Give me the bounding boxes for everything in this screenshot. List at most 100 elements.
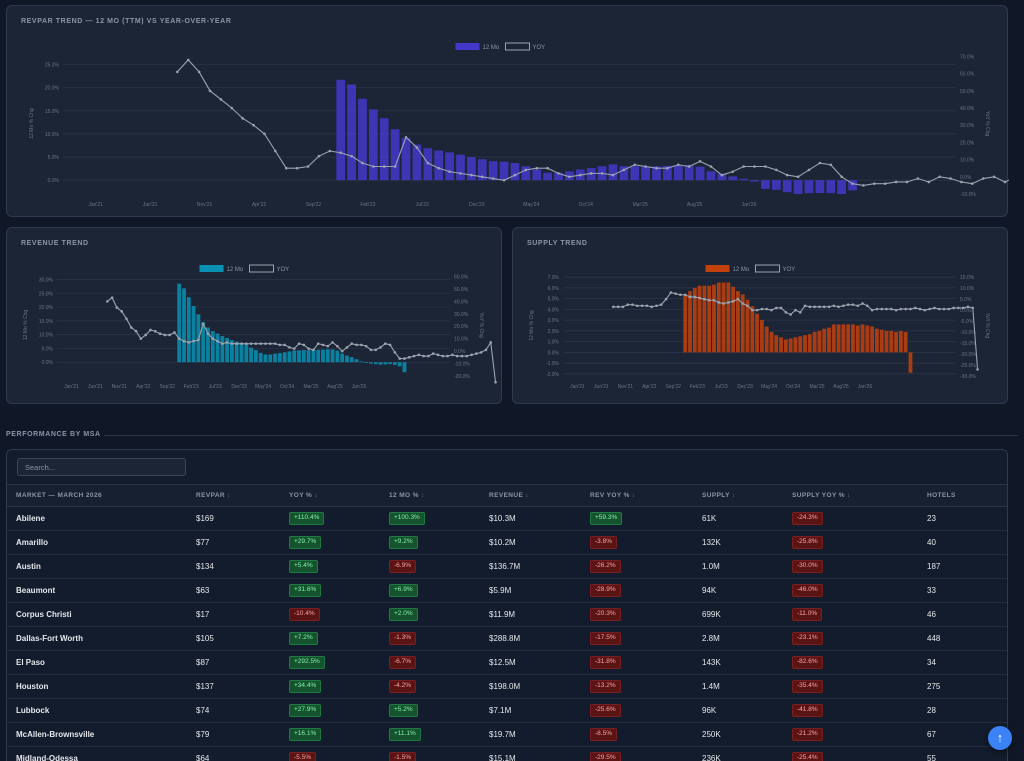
bar xyxy=(807,334,812,353)
table-cell: $5.9M xyxy=(489,578,590,603)
market-cell: El Paso xyxy=(7,650,196,675)
yoy-point xyxy=(284,166,288,170)
bar xyxy=(641,166,650,181)
sort-icon[interactable]: ↕ xyxy=(227,492,231,499)
yoy-point xyxy=(905,180,909,184)
sort-icon[interactable]: ↕ xyxy=(731,492,736,499)
legend-label-bar: 12 Mo xyxy=(227,267,244,273)
yoy-point xyxy=(818,305,821,309)
column-header[interactable]: REVENUE ↕ xyxy=(489,484,590,507)
legend-swatch-line xyxy=(249,264,274,273)
table-row[interactable]: Amarillo $77 +29.7% +9.2% $10.2M -3.8% 132K -25… xyxy=(7,530,1007,555)
yoy-point xyxy=(949,177,952,180)
yoy-point xyxy=(465,354,469,358)
market-cell: Houston xyxy=(7,674,196,699)
yoy-point xyxy=(427,354,430,358)
market-cell: Amarillo xyxy=(7,530,196,555)
bar xyxy=(330,349,335,363)
sort-icon[interactable]: ↕ xyxy=(525,492,529,499)
yoy-point xyxy=(650,305,653,309)
x-tick-label: Sep'22 xyxy=(160,384,176,390)
sort-icon[interactable]: ↕ xyxy=(314,492,318,499)
table-row[interactable]: Dallas-Fort Worth $105 +7.2% -1.3% $288.8M -1… xyxy=(7,626,1007,651)
yoy-point xyxy=(722,302,725,305)
table-row[interactable]: Abilene $169 +110.4% +100.3% $10.3M +59.3% 61K… xyxy=(7,506,1007,531)
table-cell: 61K xyxy=(702,506,792,531)
y-left-tick-label: 25.0% xyxy=(39,291,54,297)
yoy-point xyxy=(263,132,266,136)
sort-icon[interactable]: ↕ xyxy=(420,492,425,499)
x-tick-label: Mar'25 xyxy=(303,384,318,390)
table-row[interactable]: El Paso $87 +292.5% -6.7% $12.5M -31.8% 143K -8… xyxy=(7,650,1007,675)
column-header[interactable]: REV YOY % ↕ xyxy=(590,484,702,507)
bar xyxy=(870,326,875,353)
table-row[interactable]: McAllen-Brownsville $79 +16.1% +11.1% $19.7M… xyxy=(7,722,1007,747)
table-row[interactable]: Lubbock $74 +27.9% +5.2% $7.1M -25.6% 96K -41.8… xyxy=(7,698,1007,723)
sort-icon[interactable]: ↕ xyxy=(846,492,851,499)
y-right-tick-label: -30.0% xyxy=(960,374,976,380)
x-tick-label: Sep'22 xyxy=(666,384,682,390)
bar xyxy=(273,353,277,363)
table-cell: -17.5% xyxy=(590,626,702,651)
column-header[interactable]: REVPAR ↕ xyxy=(196,484,289,507)
market-cell: McAllen-Brownsville xyxy=(7,722,196,747)
table-row[interactable]: Houston $137 +34.4% -4.2% $198.0M -13.2% 1.4M -… xyxy=(7,674,1007,699)
bar xyxy=(390,129,400,181)
bar xyxy=(663,165,672,181)
yoy-point xyxy=(856,304,860,308)
column-header[interactable]: SUPPLY YOY % ↕ xyxy=(792,484,927,507)
x-tick-label: Sep'22 xyxy=(306,202,322,208)
yoy-point xyxy=(278,343,282,347)
yoy-point xyxy=(736,297,740,301)
bar xyxy=(684,164,694,181)
sort-icon[interactable]: ↕ xyxy=(631,492,636,499)
column-header[interactable]: YOY % ↕ xyxy=(289,484,389,507)
yoy-point xyxy=(832,304,836,308)
supply-chart-card: SUPPLY TREND 12 Mo YOY 7.0% 6.0% 5.0% 4.0% 3.0… xyxy=(512,227,1008,404)
bar xyxy=(340,353,345,363)
search-input[interactable] xyxy=(17,458,186,476)
bar xyxy=(268,354,273,363)
column-header[interactable]: SUPPLY ↕ xyxy=(702,484,792,507)
yoy-point xyxy=(254,342,258,345)
yoy-point xyxy=(942,307,946,311)
yoy-point xyxy=(760,307,764,311)
table-header-row: MARKET — MARCH 2026 REVPAR ↕ YOY % ↕ 12 MO % ↕… xyxy=(7,484,1007,507)
table-cell: $136.7M xyxy=(489,554,590,579)
y-left-tick-label: 4.0% xyxy=(548,307,560,313)
table-row[interactable]: Corpus Christi $17 -10.4% +2.0% $11.9M -20.3%… xyxy=(7,602,1007,627)
y-left-tick-label: 5.0% xyxy=(548,297,560,303)
table-row[interactable]: Austin $134 +5.4% -6.9% $136.7M -26.2% 1.0M -30… xyxy=(7,554,1007,579)
yoy-point xyxy=(312,348,315,352)
table-cell: -31.8% xyxy=(590,650,702,675)
bar xyxy=(373,362,378,365)
yoy-point xyxy=(197,70,201,74)
yoy-point xyxy=(361,161,364,165)
bar xyxy=(707,285,712,353)
section-title: PERFORMANCE BY MSA xyxy=(6,431,101,438)
yoy-point xyxy=(431,352,435,355)
yoy-point xyxy=(513,173,517,177)
table-row[interactable]: Midland-Odessa $64 -5.5% -1.5% $15.1M -29.5% 2… xyxy=(7,746,1007,761)
scroll-to-top-button[interactable]: ↑ xyxy=(988,726,1012,750)
yoy-point xyxy=(206,332,210,336)
change-badge: -3.8% xyxy=(590,536,617,549)
yoy-point xyxy=(873,182,876,185)
table-cell: 94K xyxy=(702,578,792,603)
yoy-point xyxy=(785,173,789,177)
bar xyxy=(875,328,879,353)
table-cell: +29.7% xyxy=(289,530,389,555)
y-right-axis-label: YoY % Chg xyxy=(984,111,990,137)
yoy-point xyxy=(770,308,773,312)
y-left-tick-label: 3.0% xyxy=(548,318,560,324)
bar xyxy=(456,154,465,181)
x-tick-label: Dec'23 xyxy=(737,384,753,390)
change-badge: -1.3% xyxy=(389,632,416,645)
x-tick-label: May'24 xyxy=(523,202,539,208)
column-header[interactable]: 12 MO % ↕ xyxy=(389,484,489,507)
change-badge: +100.3% xyxy=(389,512,425,525)
bar xyxy=(860,324,865,353)
table-row[interactable]: Beaumont $63 +31.6% +6.9% $5.9M -28.9% 94K -46.… xyxy=(7,578,1007,603)
x-tick-label: Jan'21 xyxy=(64,384,79,390)
